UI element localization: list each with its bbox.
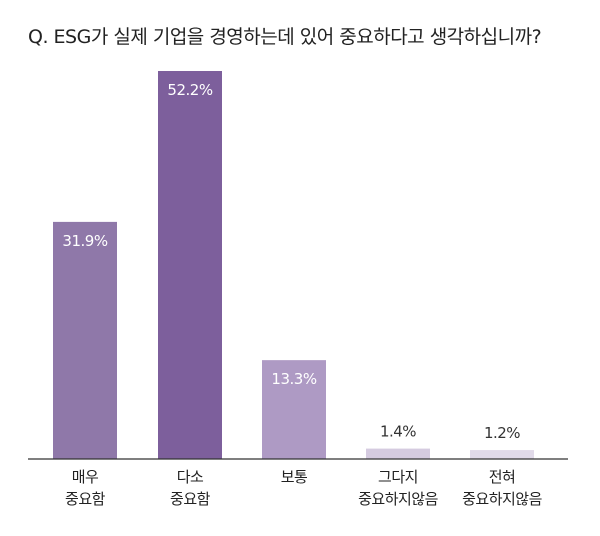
- value-label-3: 1.4%: [380, 423, 416, 441]
- bar-1: [158, 71, 222, 459]
- category-label-2-0: 보통: [281, 468, 308, 486]
- category-label-4-1: 중요하지않음: [462, 490, 542, 508]
- value-label-0: 31.9%: [62, 232, 107, 250]
- value-label-4: 1.2%: [484, 424, 520, 442]
- bar-3: [366, 448, 430, 459]
- category-label-0-1: 중요함: [65, 490, 106, 508]
- value-labels-group: 31.9% 52.2% 13.3% 1.4% 1.2%: [62, 81, 520, 442]
- bar-4: [470, 450, 534, 459]
- value-label-2: 13.3%: [271, 370, 316, 388]
- category-label-4-0: 전혀: [489, 468, 516, 486]
- chart-title: Q. ESG가 실제 기업을 경영하는데 있어 중요하다고 생각하십니까?: [28, 26, 542, 48]
- category-label-3-1: 중요하지않음: [358, 490, 438, 508]
- category-label-1-0: 다소: [177, 468, 204, 486]
- bar-2: [262, 360, 326, 459]
- bars-group: [53, 71, 534, 459]
- category-label-3-0: 그다지: [378, 468, 418, 486]
- category-label-1-1: 중요함: [170, 490, 211, 508]
- bar-0: [53, 221, 117, 459]
- category-label-0-0: 매우: [72, 468, 99, 486]
- value-label-1: 52.2%: [167, 81, 212, 99]
